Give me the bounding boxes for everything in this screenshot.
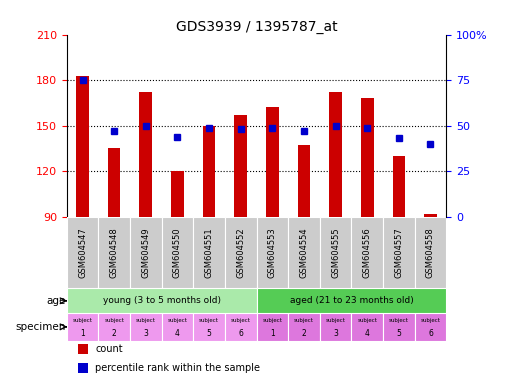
Text: 4: 4 bbox=[175, 329, 180, 338]
Text: 3: 3 bbox=[143, 329, 148, 338]
Bar bbox=[351, 313, 383, 341]
Text: specimen: specimen bbox=[16, 322, 66, 332]
Text: GSM604552: GSM604552 bbox=[236, 228, 245, 278]
Text: 5: 5 bbox=[207, 329, 211, 338]
Text: 6: 6 bbox=[428, 329, 433, 338]
Text: GSM604547: GSM604547 bbox=[78, 228, 87, 278]
Bar bbox=[76, 76, 89, 217]
Bar bbox=[320, 313, 351, 341]
Text: subject: subject bbox=[199, 318, 219, 323]
Text: subject: subject bbox=[326, 318, 346, 323]
Bar bbox=[98, 217, 130, 288]
Bar bbox=[392, 156, 405, 217]
Bar bbox=[415, 313, 446, 341]
Bar bbox=[78, 363, 88, 373]
Bar bbox=[162, 217, 193, 288]
Text: GSM604550: GSM604550 bbox=[173, 228, 182, 278]
Text: GSM604558: GSM604558 bbox=[426, 228, 435, 278]
Text: subject: subject bbox=[294, 318, 314, 323]
Text: subject: subject bbox=[421, 318, 441, 323]
Text: aged (21 to 23 months old): aged (21 to 23 months old) bbox=[289, 296, 413, 305]
Bar bbox=[329, 92, 342, 217]
Text: 2: 2 bbox=[302, 329, 306, 338]
Text: percentile rank within the sample: percentile rank within the sample bbox=[95, 363, 260, 373]
Text: subject: subject bbox=[136, 318, 156, 323]
Text: GSM604551: GSM604551 bbox=[205, 228, 213, 278]
Bar bbox=[424, 214, 437, 217]
Text: age: age bbox=[47, 296, 66, 306]
Text: GSM604557: GSM604557 bbox=[394, 228, 403, 278]
Text: GSM604553: GSM604553 bbox=[268, 228, 277, 278]
Text: subject: subject bbox=[262, 318, 282, 323]
Bar bbox=[383, 313, 415, 341]
Text: young (3 to 5 months old): young (3 to 5 months old) bbox=[103, 296, 221, 305]
Bar bbox=[193, 313, 225, 341]
Text: subject: subject bbox=[72, 318, 92, 323]
Bar bbox=[171, 171, 184, 217]
Bar bbox=[320, 217, 351, 288]
Bar bbox=[288, 217, 320, 288]
Title: GDS3939 / 1395787_at: GDS3939 / 1395787_at bbox=[175, 20, 338, 33]
Bar bbox=[256, 217, 288, 288]
Bar bbox=[383, 217, 415, 288]
Bar bbox=[256, 288, 446, 313]
Text: GSM604554: GSM604554 bbox=[300, 228, 308, 278]
Bar bbox=[351, 217, 383, 288]
Bar bbox=[225, 313, 256, 341]
Bar bbox=[67, 288, 256, 313]
Bar bbox=[130, 313, 162, 341]
Text: subject: subject bbox=[104, 318, 124, 323]
Text: 2: 2 bbox=[112, 329, 116, 338]
Text: subject: subject bbox=[167, 318, 187, 323]
Text: GSM604555: GSM604555 bbox=[331, 228, 340, 278]
Bar bbox=[298, 146, 310, 217]
Text: 1: 1 bbox=[80, 329, 85, 338]
Bar bbox=[361, 98, 373, 217]
Bar bbox=[67, 313, 98, 341]
Bar bbox=[415, 217, 446, 288]
Bar bbox=[140, 92, 152, 217]
Bar bbox=[288, 313, 320, 341]
Bar bbox=[266, 108, 279, 217]
Bar bbox=[193, 217, 225, 288]
Bar bbox=[98, 313, 130, 341]
Text: subject: subject bbox=[357, 318, 377, 323]
Text: 5: 5 bbox=[397, 329, 401, 338]
Bar bbox=[78, 344, 88, 354]
Bar bbox=[108, 149, 121, 217]
Bar bbox=[162, 313, 193, 341]
Text: 1: 1 bbox=[270, 329, 274, 338]
Bar bbox=[67, 217, 98, 288]
Bar bbox=[234, 115, 247, 217]
Text: 4: 4 bbox=[365, 329, 370, 338]
Text: GSM604556: GSM604556 bbox=[363, 228, 372, 278]
Text: count: count bbox=[95, 344, 123, 354]
Bar bbox=[203, 126, 215, 217]
Text: subject: subject bbox=[231, 318, 251, 323]
Text: GSM604548: GSM604548 bbox=[110, 228, 119, 278]
Bar bbox=[130, 217, 162, 288]
Bar bbox=[256, 313, 288, 341]
Text: 3: 3 bbox=[333, 329, 338, 338]
Text: subject: subject bbox=[389, 318, 409, 323]
Text: GSM604549: GSM604549 bbox=[141, 228, 150, 278]
Text: 6: 6 bbox=[238, 329, 243, 338]
Bar bbox=[225, 217, 256, 288]
